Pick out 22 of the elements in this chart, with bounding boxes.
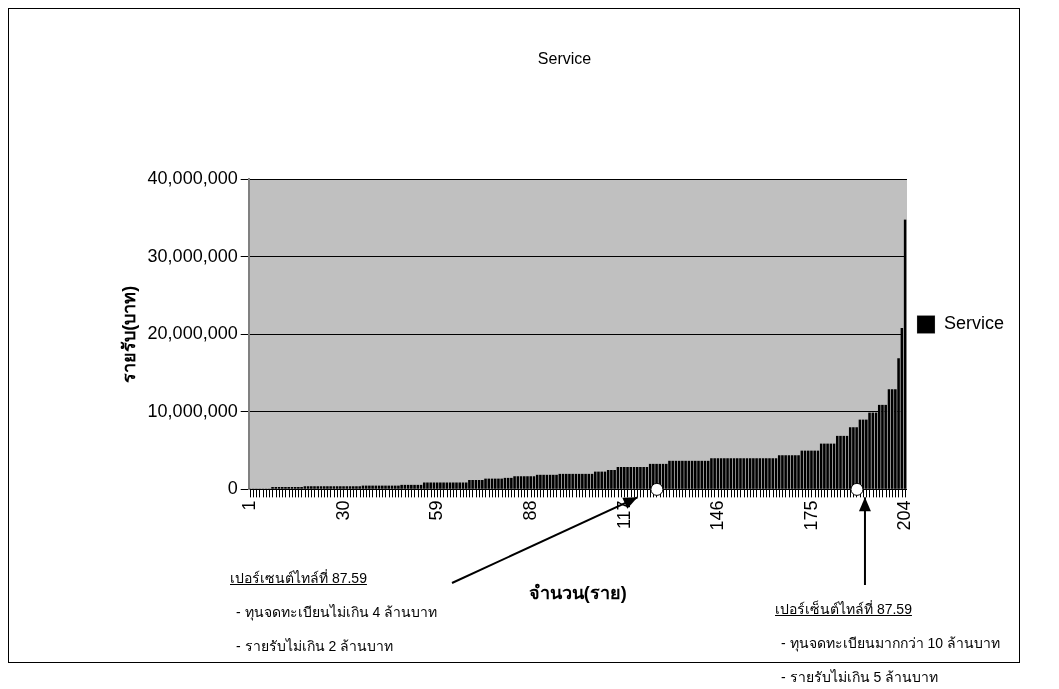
text: - รายรับไม่เกิน 5 ล้านบาท [781,668,939,687]
x-tick-label: 175 [800,500,821,531]
text: เปอร์เซ็นต์ไทล์ที่ 87.59 [775,599,912,619]
text: - ทุนจดทะเบียนมากกว่า 10 ล้านบาท [781,634,1000,654]
y-tick-label: 10,000,000 [147,400,238,421]
legend-label: Service [943,313,1005,334]
y-tick-label: 0 [227,478,238,499]
x-tick-label: 1 [239,500,260,511]
y-tick-label: 30,000,000 [147,245,238,266]
text: เปอร์เซนต์ไทล์ที่ 87.59 [230,568,367,588]
y-tick-label: 20,000,000 [147,323,238,344]
x-tick-label: 146 [707,500,728,531]
chart-title: Service [537,50,592,68]
x-tick-label: 30 [332,500,353,521]
y-axis-title: รายรับ(บาท) [118,285,139,383]
text: - รายรับไม่เกิน 2 ล้านบาท [236,637,394,656]
x-tick-label: 88 [520,500,541,521]
x-tick-label: 204 [894,500,915,531]
text: - ทุนจดทะเบียนไม่เกิน 4 ล้านบาท [236,603,438,623]
x-tick-label: 59 [426,500,447,521]
y-tick-label: 40,000,000 [147,168,238,189]
x-axis-title: จำนวน(ราย) [528,583,627,604]
